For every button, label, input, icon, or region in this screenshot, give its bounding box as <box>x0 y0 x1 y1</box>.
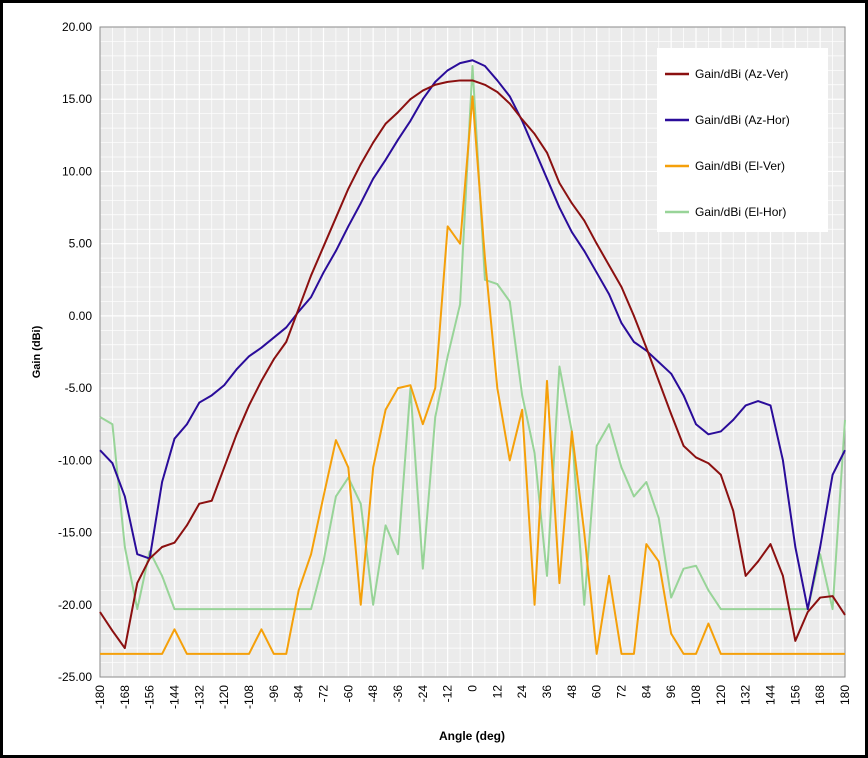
x-tick-label: 168 <box>813 685 827 705</box>
x-tick-label: -72 <box>317 685 331 703</box>
legend-label: Gain/dBi (Az-Hor) <box>695 113 790 127</box>
x-tick-label: 60 <box>590 685 604 699</box>
x-tick-label: -60 <box>341 685 355 703</box>
y-tick-label: 10.00 <box>62 164 92 178</box>
x-tick-label: 108 <box>689 685 703 705</box>
x-tick-label: -156 <box>143 685 157 709</box>
x-tick-label: -180 <box>93 685 107 709</box>
plot-border <box>99 26 846 678</box>
x-tick-label: -168 <box>118 685 132 709</box>
x-tick-label: 84 <box>639 685 653 699</box>
x-tick-label: -108 <box>242 685 256 709</box>
x-tick-label: 132 <box>739 685 753 705</box>
y-tick-label: 0.00 <box>69 309 93 323</box>
legend-box <box>657 48 828 232</box>
y-tick-label: -20.00 <box>58 598 92 612</box>
x-tick-label: -24 <box>416 685 430 703</box>
y-tick-label: 15.00 <box>62 92 92 106</box>
x-tick-label: -96 <box>267 685 281 703</box>
x-tick-label: 156 <box>788 685 802 705</box>
x-tick-label: 96 <box>664 685 678 699</box>
x-tick-label: -36 <box>391 685 405 703</box>
x-tick-label: -12 <box>441 685 455 703</box>
x-tick-label: 120 <box>714 685 728 705</box>
y-tick-label: -15.00 <box>58 526 92 540</box>
y-axis-label: Gain (dBi) <box>31 325 43 378</box>
x-tick-label: 180 <box>838 685 852 705</box>
x-tick-label: 72 <box>615 685 629 699</box>
legend-label: Gain/dBi (El-Hor) <box>695 205 786 219</box>
y-tick-label: -5.00 <box>65 381 93 395</box>
series-line <box>99 79 846 650</box>
y-tick-label: 20.00 <box>62 20 92 34</box>
series-line <box>100 95 845 655</box>
y-tick-label: 5.00 <box>69 237 93 251</box>
x-axis-label: Angle (deg) <box>439 729 505 743</box>
legend-label: Gain/dBi (El-Ver) <box>695 159 785 173</box>
x-tick-label: 36 <box>540 685 554 699</box>
x-tick-label: -48 <box>366 685 380 703</box>
x-tick-label: 0 <box>466 685 480 692</box>
x-tick-label: 24 <box>515 685 529 699</box>
x-tick-label: -132 <box>192 685 206 709</box>
series-line <box>99 65 846 611</box>
x-tick-label: -84 <box>292 685 306 703</box>
x-tick-label: 48 <box>565 685 579 699</box>
x-tick-label: 144 <box>764 685 778 705</box>
x-tick-label: 12 <box>490 685 504 699</box>
x-tick-label: -120 <box>217 685 231 709</box>
legend-label: Gain/dBi (Az-Ver) <box>695 67 788 81</box>
series-line <box>99 59 846 611</box>
y-tick-label: -10.00 <box>58 453 92 467</box>
x-tick-label: -144 <box>168 685 182 709</box>
y-tick-label: -25.00 <box>58 670 92 684</box>
